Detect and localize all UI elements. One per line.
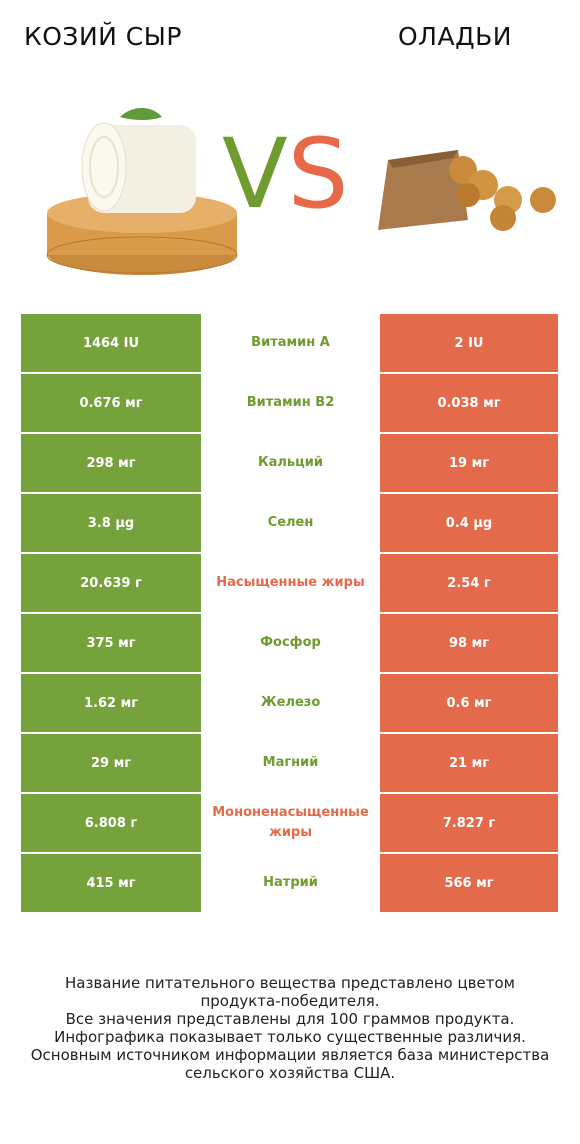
nutrient-name: Витамин А bbox=[201, 314, 380, 374]
right-value: 2 IU bbox=[380, 314, 558, 373]
left-value: 1.62 мг bbox=[21, 673, 201, 733]
right-value: 98 мг bbox=[380, 613, 558, 673]
right-value: 566 мг bbox=[380, 853, 558, 913]
left-value: 415 мг bbox=[21, 853, 201, 913]
left-value: 298 мг bbox=[21, 433, 201, 493]
nutrient-name: Магний bbox=[201, 733, 380, 794]
goat-cheese-image bbox=[46, 108, 238, 275]
footer-line: продукта-победителя. bbox=[200, 992, 380, 1010]
left-product-title: КОЗИЙ СЫР bbox=[24, 22, 182, 51]
right-product-title: ОЛАДЬИ bbox=[398, 22, 512, 51]
nutrient-name: Фосфор bbox=[201, 613, 380, 674]
right-value: 7.827 г bbox=[380, 793, 558, 853]
left-value: 375 мг bbox=[21, 613, 201, 673]
table-row: 20.639 г Насыщенные жиры 2.54 г bbox=[21, 553, 558, 614]
table-row: 6.808 г Мононенасыщенные жиры 7.827 г bbox=[21, 793, 558, 854]
table-row: 0.676 мг Витамин B2 0.038 мг bbox=[21, 373, 558, 434]
footer-line: Основным источником информации является … bbox=[30, 1046, 550, 1064]
left-value: 0.676 мг bbox=[21, 373, 201, 433]
nutrient-name: Витамин B2 bbox=[201, 373, 380, 434]
footer-notes: Название питательного вещества представл… bbox=[20, 974, 560, 1082]
nutrient-name: Мононенасыщенные жиры bbox=[201, 793, 380, 854]
nutrient-name: Кальций bbox=[201, 433, 380, 494]
table-row: 298 мг Кальций 19 мг bbox=[21, 433, 558, 494]
nutrient-name: Железо bbox=[201, 673, 380, 734]
left-value: 20.639 г bbox=[21, 553, 201, 613]
left-value: 6.808 г bbox=[21, 793, 201, 853]
table-row: 1.62 мг Железо 0.6 мг bbox=[21, 673, 558, 734]
right-value: 2.54 г bbox=[380, 553, 558, 613]
left-value: 3.8 µg bbox=[21, 493, 201, 553]
table-row: 29 мг Магний 21 мг bbox=[21, 733, 558, 794]
left-value: 29 мг bbox=[21, 733, 201, 793]
footer-line: Все значения представлены для 100 граммо… bbox=[65, 1010, 515, 1028]
vs-label: VS bbox=[222, 118, 349, 230]
footer-line: Инфографика показывает только существенн… bbox=[54, 1028, 526, 1046]
nutrient-name: Насыщенные жиры bbox=[201, 553, 380, 614]
right-value: 0.6 мг bbox=[380, 673, 558, 733]
footer-line: Название питательного вещества представл… bbox=[65, 974, 515, 992]
table-row: 415 мг Натрий 566 мг bbox=[21, 853, 558, 914]
nutrient-name: Селен bbox=[201, 493, 380, 554]
right-value: 0.4 µg bbox=[380, 493, 558, 553]
right-value: 19 мг bbox=[380, 433, 558, 493]
right-value: 0.038 мг bbox=[380, 373, 558, 433]
nutrient-name: Натрий bbox=[201, 853, 380, 914]
left-value: 1464 IU bbox=[21, 314, 201, 373]
table-row: 3.8 µg Селен 0.4 µg bbox=[21, 493, 558, 554]
footer-line: сельского хозяйства США. bbox=[184, 1064, 396, 1082]
table-row: 375 мг Фосфор 98 мг bbox=[21, 613, 558, 674]
right-value: 21 мг bbox=[380, 733, 558, 793]
fritters-image bbox=[378, 150, 556, 231]
